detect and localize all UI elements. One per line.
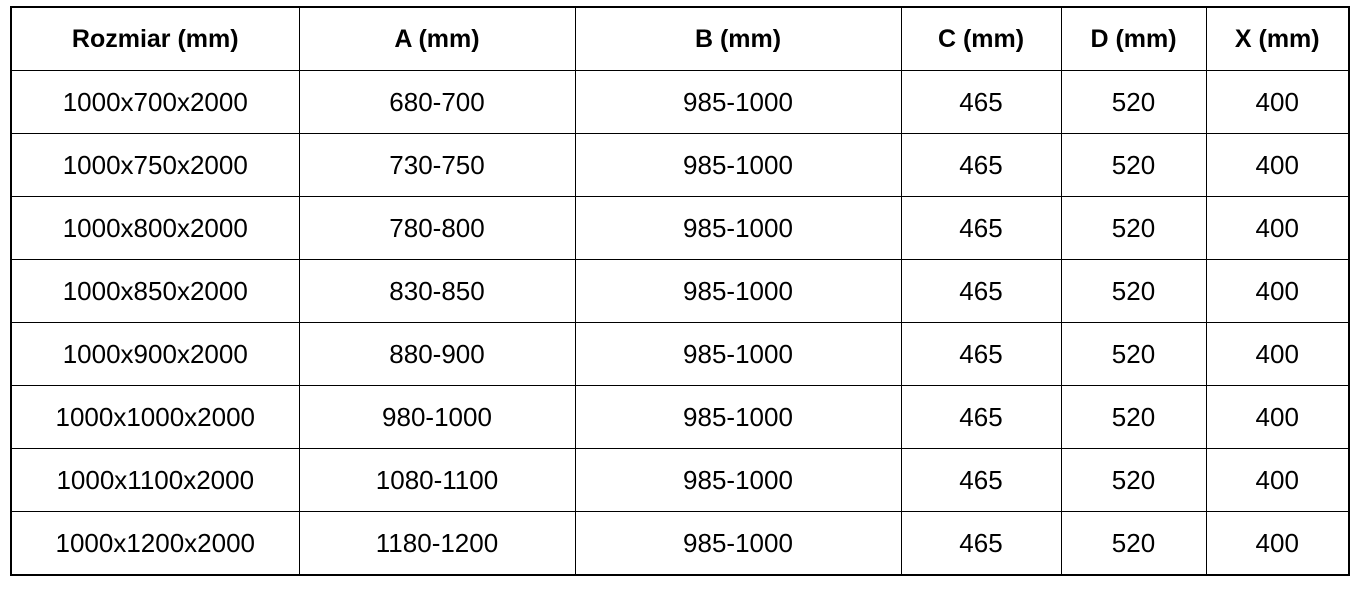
table-cell: 400 — [1205, 385, 1350, 449]
table-cell: 1000x750x2000 — [10, 133, 300, 197]
table-cell: 465 — [900, 322, 1062, 386]
table-cell: 730-750 — [298, 133, 576, 197]
table-cell: 780-800 — [298, 196, 576, 260]
table-cell: 465 — [900, 385, 1062, 449]
table-cell: 465 — [900, 70, 1062, 134]
table-row: 1000x850x2000 830-850 985-1000 465 520 400 — [10, 259, 1350, 323]
table-cell: 985-1000 — [574, 70, 902, 134]
column-header: D (mm) — [1060, 6, 1207, 71]
table-cell: 680-700 — [298, 70, 576, 134]
table-cell: 1000x850x2000 — [10, 259, 300, 323]
table-cell: 400 — [1205, 448, 1350, 512]
table-cell: 400 — [1205, 196, 1350, 260]
table-cell: 520 — [1060, 385, 1207, 449]
table-cell: 980-1000 — [298, 385, 576, 449]
table-cell: 400 — [1205, 70, 1350, 134]
table-cell: 985-1000 — [574, 511, 902, 576]
table-cell: 1000x1000x2000 — [10, 385, 300, 449]
table-cell: 830-850 — [298, 259, 576, 323]
table-row: 1000x750x2000 730-750 985-1000 465 520 400 — [10, 133, 1350, 197]
table-cell: 1000x800x2000 — [10, 196, 300, 260]
table-cell: 520 — [1060, 196, 1207, 260]
table-cell: 1000x700x2000 — [10, 70, 300, 134]
table-row: 1000x800x2000 780-800 985-1000 465 520 400 — [10, 196, 1350, 260]
table-cell: 1000x1200x2000 — [10, 511, 300, 576]
table-cell: 400 — [1205, 322, 1350, 386]
table-cell: 520 — [1060, 511, 1207, 576]
table-cell: 400 — [1205, 133, 1350, 197]
table-cell: 520 — [1060, 70, 1207, 134]
column-header: C (mm) — [900, 6, 1062, 71]
table-cell: 520 — [1060, 448, 1207, 512]
column-header: X (mm) — [1205, 6, 1350, 71]
table-cell: 1180-1200 — [298, 511, 576, 576]
table-cell: 465 — [900, 511, 1062, 576]
table-cell: 985-1000 — [574, 385, 902, 449]
table-cell: 465 — [900, 196, 1062, 260]
table-cell: 985-1000 — [574, 259, 902, 323]
table-cell: 465 — [900, 133, 1062, 197]
table-row: 1000x1200x2000 1180-1200 985-1000 465 520 400 — [10, 511, 1350, 576]
header-row: Rozmiar (mm) A (mm) B (mm) C (mm) D (mm) X (m… — [10, 6, 1350, 71]
table-cell: 520 — [1060, 322, 1207, 386]
table-cell: 985-1000 — [574, 322, 902, 386]
table-row: 1000x700x2000 680-700 985-1000 465 520 400 — [10, 70, 1350, 134]
table-row: 1000x1100x2000 1080-1100 985-1000 465 520 400 — [10, 448, 1350, 512]
table-cell: 880-900 — [298, 322, 576, 386]
table-cell: 985-1000 — [574, 196, 902, 260]
dimensions-table: Rozmiar (mm) A (mm) B (mm) C (mm) D (mm) X (m… — [10, 6, 1350, 576]
table-cell: 465 — [900, 259, 1062, 323]
table-cell: 985-1000 — [574, 133, 902, 197]
table-cell: 985-1000 — [574, 448, 902, 512]
table-cell: 465 — [900, 448, 1062, 512]
column-header: A (mm) — [298, 6, 576, 71]
table-cell: 1000x900x2000 — [10, 322, 300, 386]
table-cell: 400 — [1205, 259, 1350, 323]
table-cell: 1000x1100x2000 — [10, 448, 300, 512]
table-cell: 400 — [1205, 511, 1350, 576]
column-header: Rozmiar (mm) — [10, 6, 300, 71]
table-row: 1000x1000x2000 980-1000 985-1000 465 520 400 — [10, 385, 1350, 449]
table-cell: 1080-1100 — [298, 448, 576, 512]
table-cell: 520 — [1060, 133, 1207, 197]
column-header: B (mm) — [574, 6, 902, 71]
table-cell: 520 — [1060, 259, 1207, 323]
table-row: 1000x900x2000 880-900 985-1000 465 520 400 — [10, 322, 1350, 386]
